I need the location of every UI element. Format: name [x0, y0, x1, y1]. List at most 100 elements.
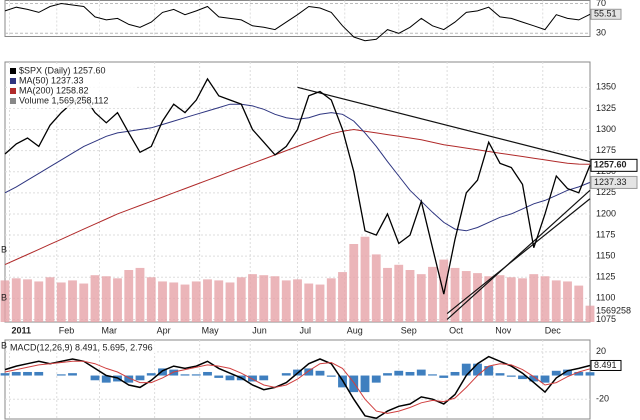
macd-histogram-bar	[56, 374, 66, 376]
volume-bar	[484, 276, 494, 322]
volume-bar	[338, 272, 347, 322]
macd-histogram-bar	[450, 371, 460, 376]
rsi-line	[4, 2, 591, 42]
volume-bar	[90, 275, 100, 322]
volume-bar	[293, 279, 302, 322]
volume-bar	[551, 280, 561, 322]
x-tick-label: Mar	[102, 325, 118, 335]
y-tick-label: 1350	[596, 82, 616, 92]
macd-histogram-bar	[191, 374, 201, 376]
macd-histogram-bar	[371, 375, 381, 383]
trendline	[446, 189, 591, 320]
value-box	[590, 8, 622, 20]
volume-bar	[394, 264, 404, 322]
volume-bar	[349, 244, 359, 322]
legend-entry: Volume 1,569,258,112	[19, 95, 108, 105]
volume-bar	[225, 282, 235, 322]
macd-tick-label: -20	[596, 394, 609, 404]
volume-axis-label: B	[1, 340, 7, 350]
macd-histogram-bar	[11, 371, 21, 376]
volume-bar	[473, 273, 482, 322]
volume-bar	[124, 270, 134, 322]
volume-bar	[540, 276, 550, 322]
macd-histogram-bar	[169, 369, 179, 376]
volume-bar	[79, 283, 89, 322]
y-tick-label: 1150	[596, 251, 615, 261]
x-tick-label: Apr	[157, 325, 171, 335]
legend-entry: MA(50) 1237.33	[19, 75, 84, 85]
volume-bar	[585, 305, 595, 322]
volume-bar	[461, 271, 471, 322]
macd-histogram-bar	[394, 370, 404, 376]
volume-axis-label: B	[1, 244, 7, 254]
macd-histogram-bar	[461, 363, 471, 376]
volume-bar	[371, 254, 381, 322]
volume-bar	[34, 281, 44, 322]
macd-histogram-bar	[225, 375, 235, 381]
x-tick-label: Sep	[401, 325, 417, 335]
volume-axis-label: B	[1, 292, 7, 302]
x-tick-label: Nov	[495, 325, 512, 335]
macd-histogram-bar	[574, 371, 584, 376]
volume-bar	[439, 259, 449, 322]
volume-bar	[450, 267, 460, 322]
macd-histogram-bar	[518, 375, 527, 380]
macd-histogram-bar	[214, 375, 224, 378]
macd-histogram-bar	[180, 374, 190, 376]
moving-average	[4, 103, 591, 232]
volume-bar	[23, 279, 32, 322]
macd-histogram-bar	[248, 375, 257, 382]
rsi-tick-label: 70	[596, 0, 606, 8]
volume-bar	[135, 267, 145, 322]
volume-bar	[495, 275, 505, 322]
macd-histogram-bar	[68, 373, 77, 376]
volume-bar	[518, 278, 527, 322]
macd-histogram-bar	[315, 370, 325, 376]
macd-histogram-bar	[90, 375, 100, 381]
macd-histogram-bar	[416, 369, 426, 376]
macd-histogram-bar	[135, 375, 145, 381]
macd-histogram-bar	[34, 371, 44, 376]
x-tick-label: Aug	[347, 325, 363, 335]
legend-entry: $SPX (Daily) 1257.60	[19, 65, 106, 75]
macd-histogram-bar	[540, 375, 550, 383]
y-tick-label: 1325	[596, 103, 616, 113]
y-tick-label: 1125	[596, 272, 615, 282]
volume-bar	[248, 274, 257, 322]
legend-swatch	[10, 88, 16, 94]
x-tick-label: Feb	[59, 325, 75, 335]
macd-histogram-bar	[349, 375, 359, 393]
macd-line	[4, 355, 591, 419]
volume-value-label: 1569258	[596, 305, 631, 315]
macd-histogram-bar	[495, 373, 505, 376]
volume-bar	[146, 277, 156, 322]
macd-histogram-bar	[0, 373, 10, 376]
y-tick-label: 1200	[596, 208, 616, 218]
legend-box	[7, 64, 137, 108]
macd-value-label: 8.491	[594, 360, 617, 370]
volume-bar	[281, 280, 291, 322]
volume-bar	[360, 236, 370, 322]
macd-histogram-bar	[259, 375, 269, 381]
rsi-tick-label: 30	[596, 28, 606, 38]
y-tick-label: 1300	[596, 124, 616, 134]
macd-histogram-bar	[158, 368, 167, 376]
legend-box	[7, 342, 157, 353]
volume-bar	[214, 280, 224, 322]
legend-entry: MA(200) 1258.82	[19, 85, 89, 95]
value-box	[590, 175, 638, 189]
volume-bar	[101, 276, 111, 322]
macd-histogram-bar	[585, 372, 595, 376]
macd-histogram-bar	[383, 373, 392, 376]
macd-legend: MACD(12,26,9) 8.491, 5.695, 2.796	[10, 342, 153, 352]
x-tick-label: Dec	[545, 325, 562, 335]
macd-histogram-bar	[405, 371, 415, 376]
rsi-value-label: 55.51	[594, 9, 617, 19]
macd-histogram-bar	[326, 375, 336, 377]
macd-histogram-bar	[484, 366, 494, 376]
volume-bar	[236, 277, 246, 322]
volume-bar	[113, 278, 122, 322]
macd-histogram-bar	[304, 368, 314, 376]
